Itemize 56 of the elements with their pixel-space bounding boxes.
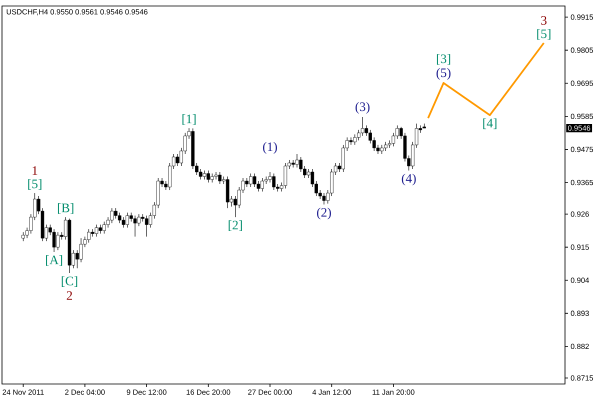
candlestick bbox=[144, 215, 148, 237]
annotation: [3] bbox=[436, 54, 450, 65]
candlestick bbox=[202, 170, 206, 180]
annotation: [B] bbox=[58, 203, 74, 214]
annotation: (2) bbox=[317, 208, 331, 220]
candlestick bbox=[218, 172, 222, 184]
candlestick bbox=[22, 232, 25, 242]
annotation: [2] bbox=[228, 220, 242, 232]
candlestick bbox=[322, 192, 326, 205]
candlestick bbox=[295, 154, 299, 168]
candlestick bbox=[284, 162, 288, 189]
annotation: (4) bbox=[402, 174, 416, 186]
candlestick bbox=[360, 116, 364, 136]
candlestick bbox=[226, 176, 230, 208]
candlestick bbox=[210, 173, 214, 183]
candlestick bbox=[87, 228, 90, 243]
annotation: [5] bbox=[28, 179, 42, 190]
candlestick bbox=[118, 212, 122, 224]
annotation: [4] bbox=[483, 118, 496, 130]
annotation: 3 bbox=[541, 16, 547, 25]
annotation: [5] bbox=[537, 29, 550, 40]
candlestick bbox=[198, 168, 202, 180]
candlestick bbox=[299, 156, 303, 172]
candlestick bbox=[214, 172, 218, 180]
annotation: 1 bbox=[32, 166, 38, 175]
candlestick bbox=[384, 142, 388, 152]
candlestick bbox=[206, 170, 210, 183]
annotation: (1) bbox=[263, 142, 277, 154]
candlestick bbox=[126, 212, 129, 228]
annotation: (5) bbox=[436, 68, 451, 80]
candlestick bbox=[252, 173, 256, 188]
candlestick bbox=[353, 134, 357, 146]
candlestick bbox=[272, 173, 276, 190]
candlestick bbox=[52, 228, 56, 252]
candlestick bbox=[110, 208, 114, 224]
candlestick bbox=[349, 137, 353, 146]
annotation: 2 bbox=[66, 291, 72, 300]
candlestick bbox=[56, 232, 60, 250]
line-series bbox=[427, 42, 545, 120]
annotation: [A] bbox=[46, 255, 62, 266]
candlestick bbox=[79, 238, 83, 263]
candlestick bbox=[260, 178, 264, 192]
candlestick bbox=[94, 224, 98, 237]
candlestick bbox=[102, 221, 106, 234]
candlestick bbox=[249, 173, 252, 188]
candlestick bbox=[176, 154, 180, 166]
candlestick bbox=[364, 125, 368, 136]
candlestick bbox=[380, 144, 384, 154]
annotation: [1] bbox=[182, 114, 196, 125]
annotation: [C] bbox=[62, 276, 78, 287]
candlestick bbox=[98, 224, 102, 234]
annotation: (3) bbox=[356, 102, 370, 114]
candlestick bbox=[245, 178, 249, 188]
candlestick bbox=[133, 215, 137, 237]
candlestick bbox=[122, 216, 126, 228]
candlestick bbox=[114, 208, 118, 219]
